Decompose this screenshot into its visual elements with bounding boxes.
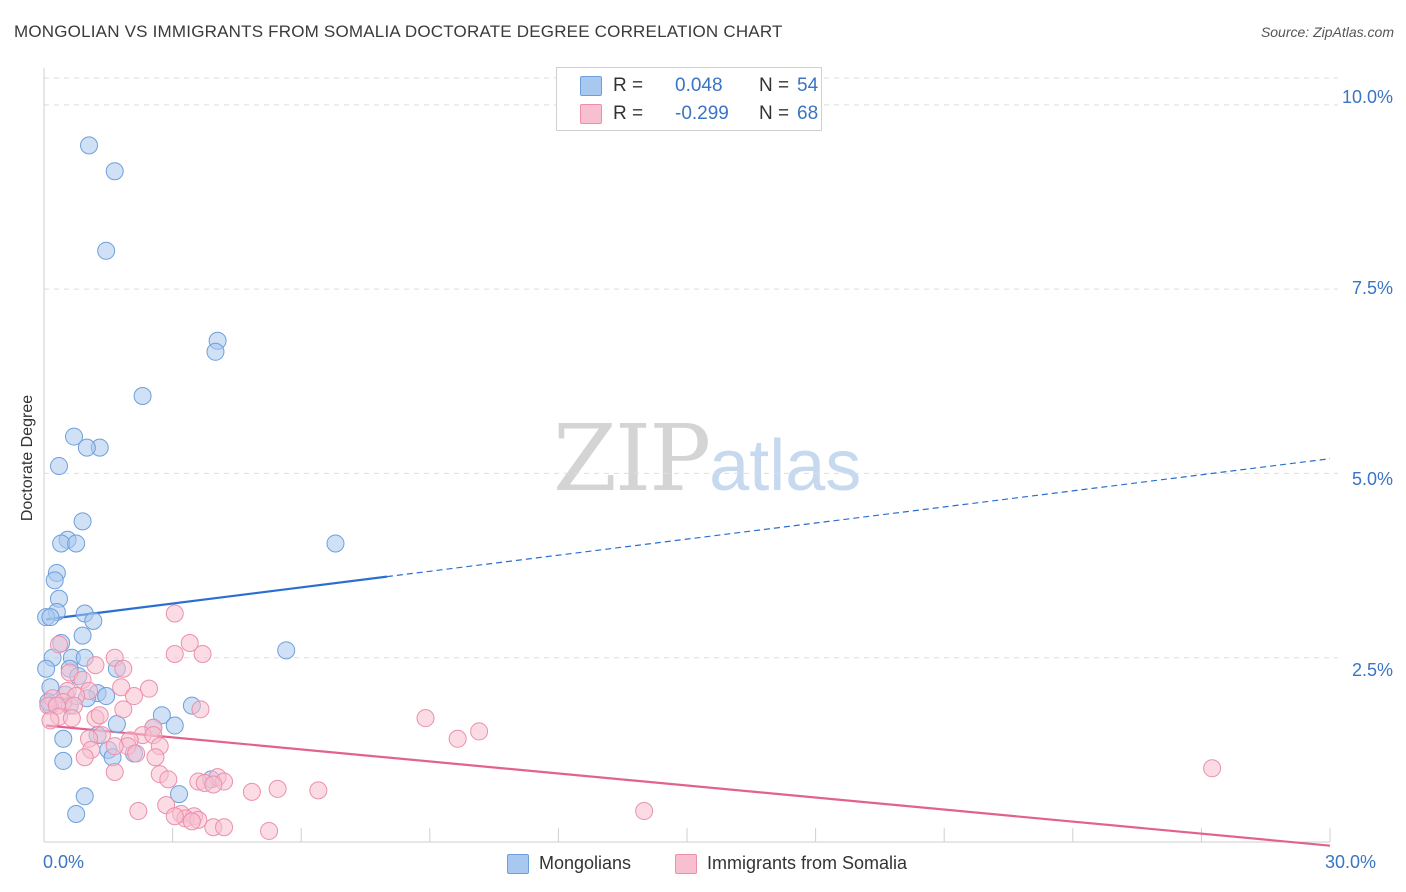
legend-item-mongolians[interactable]: Mongolians xyxy=(507,852,657,876)
somalia-point xyxy=(165,807,184,826)
x-tick-label-min: 0.0% xyxy=(43,852,85,872)
somalia-points xyxy=(39,604,1222,840)
y-tick-label: 7.5% xyxy=(1351,278,1393,298)
mongolians-point xyxy=(105,162,124,181)
somalia-point xyxy=(242,782,261,801)
mongolians-point xyxy=(73,512,92,531)
somalia-point xyxy=(75,748,94,767)
mongolians-point xyxy=(41,608,60,627)
somalia-legend-swatch xyxy=(675,854,697,874)
somalia-point xyxy=(193,645,212,664)
somalia-point xyxy=(105,737,124,756)
mongolians-point xyxy=(37,659,56,678)
mongolians-point xyxy=(65,427,84,446)
somalia-point xyxy=(309,781,328,800)
somalia-point xyxy=(146,748,165,767)
somalia-trend-line xyxy=(46,724,1331,847)
watermark-zip: ZIP xyxy=(553,405,711,512)
mongolians-points xyxy=(37,136,345,823)
y-tick-label: 5.0% xyxy=(1351,469,1393,489)
somalia-point xyxy=(86,656,105,675)
n-value: 54 xyxy=(797,75,819,96)
somalia-point xyxy=(127,744,146,763)
mongolians-swatch xyxy=(580,76,602,96)
somalia-point xyxy=(180,633,199,652)
somalia-point xyxy=(129,802,148,821)
mongolians-point xyxy=(97,687,116,706)
n-label: N = xyxy=(759,75,790,96)
mongolians-point xyxy=(133,387,152,406)
somalia-swatch xyxy=(580,104,602,124)
mongolians-point xyxy=(73,626,92,645)
somalia-point xyxy=(165,645,184,664)
r-value: 0.048 xyxy=(675,75,723,96)
mongolians-point xyxy=(77,438,96,457)
legend-label: Immigrants from Somalia xyxy=(707,853,908,873)
mongolians-point xyxy=(326,534,345,553)
mongolians-legend-swatch xyxy=(507,854,529,874)
somalia-point xyxy=(215,818,234,837)
somalia-point xyxy=(50,635,69,654)
mongolians-point xyxy=(75,787,94,806)
somalia-point xyxy=(114,700,133,719)
somalia-point xyxy=(470,722,489,741)
somalia-point xyxy=(41,711,60,730)
watermark: ZIPatlas xyxy=(553,405,861,512)
gridlines xyxy=(44,77,1338,659)
somalia-point xyxy=(125,687,144,706)
mongolians-point xyxy=(165,716,184,735)
n-label: N = xyxy=(759,103,790,124)
mongolians-trend-extension xyxy=(386,458,1331,578)
r-value: -0.299 xyxy=(675,103,729,124)
mongolians-trend-line xyxy=(46,575,388,621)
somalia-point xyxy=(191,700,210,719)
watermark-atlas: atlas xyxy=(709,426,862,506)
somalia-point xyxy=(165,604,184,623)
mongolians-point xyxy=(50,457,69,476)
mongolians-point xyxy=(206,342,225,361)
somalia-point xyxy=(159,770,178,789)
mongolians-point xyxy=(170,785,189,804)
mongolians-point xyxy=(67,804,86,823)
y-tick-label: 2.5% xyxy=(1351,660,1393,680)
y-tick-label: 10.0% xyxy=(1341,87,1393,107)
somalia-point xyxy=(204,775,223,794)
somalia-point xyxy=(635,802,654,821)
somalia-point xyxy=(114,659,133,678)
somalia-point xyxy=(112,678,131,697)
somalia-point xyxy=(90,706,109,725)
mongolians-point xyxy=(67,534,86,553)
r-label: R = xyxy=(613,103,644,124)
trend-lines xyxy=(46,458,1331,847)
mongolians-point xyxy=(97,241,116,260)
somalia-point xyxy=(416,709,435,728)
somalia-point xyxy=(182,812,201,831)
axes xyxy=(43,68,1331,843)
somalia-point xyxy=(260,821,279,840)
legend-label: Mongolians xyxy=(539,853,632,873)
somalia-point xyxy=(448,729,467,748)
mongolians-point xyxy=(152,706,171,725)
mongolians-point xyxy=(277,641,296,660)
mongolians-point xyxy=(54,751,73,770)
somalia-point xyxy=(105,762,124,781)
somalia-point xyxy=(1203,759,1222,778)
somalia-point xyxy=(140,679,159,698)
stats-box: R = 0.048 N = 54 R = -0.299 N = 68 xyxy=(556,67,822,131)
mongolians-point xyxy=(80,136,99,155)
r-label: R = xyxy=(613,75,644,96)
mongolians-point xyxy=(52,534,71,553)
legend-item-somalia[interactable]: Immigrants from Somalia xyxy=(675,852,945,876)
chart-title: MONGOLIAN VS IMMIGRANTS FROM SOMALIA DOC… xyxy=(14,22,783,41)
somalia-point xyxy=(62,709,81,728)
somalia-point xyxy=(268,779,287,798)
mongolians-point xyxy=(54,729,73,748)
mongolians-point xyxy=(84,611,103,630)
mongolians-point xyxy=(45,571,64,590)
n-value: 68 xyxy=(797,103,819,124)
x-tick-label-max: 30.0% xyxy=(1325,852,1377,872)
source-label: Source: ZipAtlas.com xyxy=(1260,24,1394,40)
